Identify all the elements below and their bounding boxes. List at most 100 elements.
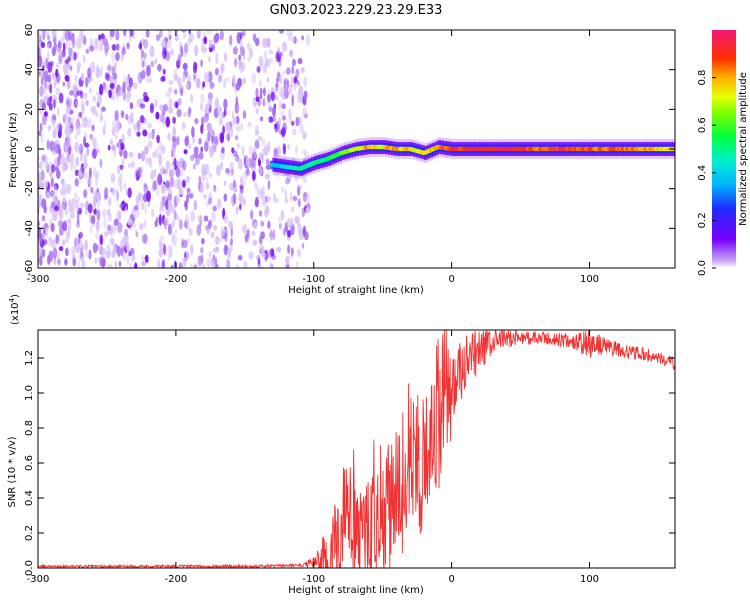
noise-blob [207,197,213,205]
noise-blob [125,113,129,121]
spectrogram-x-label: Height of straight line (km) [288,285,424,296]
noise-blob [194,45,199,57]
noise-blob [141,254,145,262]
noise-blob [235,264,240,268]
noise-blob [227,132,230,142]
noise-blob [235,82,241,91]
noise-blob [287,244,291,254]
noise-blob [90,61,96,73]
noise-blob [148,77,152,83]
noise-blob [60,204,66,212]
snr-scale-label: (x104) [8,294,21,325]
noise-blob [267,116,270,122]
noise-blob [272,192,276,202]
noise-blob [99,114,104,122]
noise-blob [79,123,84,129]
noise-blob [159,104,164,111]
y-tick-label: 0.6 [24,455,35,471]
noise-blob [71,38,76,49]
noise-blob [225,133,230,141]
noise-blob [127,187,132,199]
noise-blob [38,130,42,137]
noise-blob [130,116,133,122]
noise-blob [113,218,119,226]
noise-blob [200,102,204,112]
noise-blob [234,57,238,68]
noise-blob [52,118,55,128]
noise-blob [263,144,269,156]
noise-blob [194,161,197,169]
noise-blob [156,34,160,42]
noise-blob [185,135,190,147]
noise-blob [230,168,234,176]
noise-blob [256,185,260,194]
noise-blob [231,147,235,154]
noise-blob [277,46,281,56]
noise-blob [261,246,265,255]
noise-blob [85,251,90,258]
noise-blob [268,106,274,113]
noise-blob [265,158,270,166]
colorbar-tick-label: 0.4 [697,165,708,181]
noise-blob [223,107,227,117]
noise-blob [112,247,117,259]
noise-blob [270,248,275,257]
noise-blob [76,90,82,96]
noise-blob [124,228,128,237]
noise-blob [220,68,224,77]
noise-blob [175,214,180,221]
noise-blob [228,221,233,229]
noise-blob [181,30,187,33]
noise-blob [80,33,85,42]
noise-blob [99,158,103,168]
noise-blob [145,73,149,84]
noise-blob [297,80,300,86]
x-tick-label: -300 [27,574,50,585]
noise-blob [64,187,68,196]
noise-blob [290,76,294,87]
noise-blob [38,219,41,227]
noise-blob [182,160,187,171]
noise-blob [107,197,112,207]
noise-blob [175,167,181,178]
noise-blob [121,47,126,56]
noise-blob [84,161,88,169]
noise-blob [50,201,56,209]
noise-blob [98,34,101,41]
noise-blob [272,116,276,123]
noise-blob [297,58,303,65]
noise-blob [165,180,171,191]
noise-blob [111,238,115,248]
noise-blob [262,138,266,147]
noise-blob [69,90,74,96]
noise-blob [274,123,278,130]
noise-blob [38,180,42,187]
noise-blob [115,122,120,134]
noise-blob [282,69,286,75]
noise-blob [290,247,294,257]
noise-blob [38,87,42,94]
noise-blob [181,179,186,188]
noise-blob [167,106,174,115]
noise-blob [202,81,206,88]
noise-blob [73,51,77,61]
noise-blob [110,173,116,184]
noise-blob [217,74,223,83]
noise-blob [280,209,285,221]
noise-blob [136,119,141,132]
noise-blob [53,183,59,191]
noise-blob [128,77,134,88]
noise-blob [52,247,58,259]
noise-blob [159,30,163,38]
x-tick-label: -100 [302,574,325,585]
noise-blob [169,48,175,56]
noise-blob [173,69,178,81]
noise-blob [119,239,124,249]
noise-blob [80,246,83,259]
noise-blob [207,92,213,101]
noise-blob [232,74,236,84]
noise-blob [143,233,148,245]
noise-blob [204,72,210,83]
noise-blob [190,154,195,162]
noise-blob [84,142,90,148]
